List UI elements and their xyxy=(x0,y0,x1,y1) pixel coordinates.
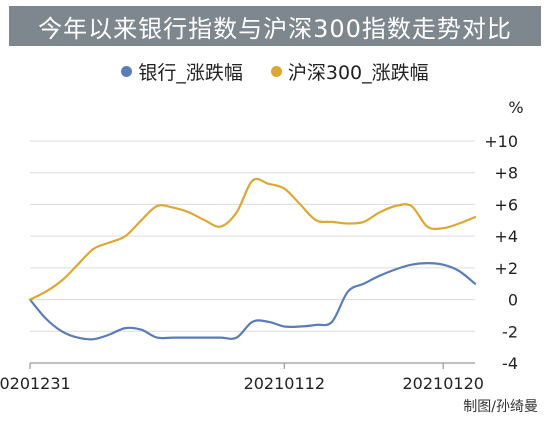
legend-item-bank: 银行_涨跌幅 xyxy=(121,58,243,85)
y-tick-label: +10 xyxy=(484,132,518,151)
x-tick-label: 20201231 xyxy=(0,374,71,393)
x-tick-label: 20210112 xyxy=(244,374,325,393)
y-unit-label: % xyxy=(508,98,523,117)
legend-label-bank: 银行_涨跌幅 xyxy=(138,62,243,84)
legend-label-csi300: 沪深300_涨跌幅 xyxy=(287,62,429,84)
y-tick-label: -2 xyxy=(502,322,518,341)
series-line-bank xyxy=(28,262,477,341)
title-bar: 今年以来银行指数与沪深300指数走势对比 xyxy=(9,6,541,46)
y-tick-label: +6 xyxy=(494,195,518,214)
legend: 银行_涨跌幅 沪深300_涨跌幅 xyxy=(0,58,550,85)
y-tick-label: +8 xyxy=(494,164,518,183)
legend-dot-csi300 xyxy=(270,66,282,77)
y-tick-label: -4 xyxy=(502,354,518,373)
credit-text: 制图/孙绮曼 xyxy=(463,399,538,415)
legend-item-csi300: 沪深300_涨跌幅 xyxy=(270,58,429,85)
y-tick-label: +4 xyxy=(494,227,518,246)
series-line-csi300 xyxy=(28,177,477,301)
legend-dot-bank xyxy=(121,66,133,77)
y-tick-label: 0 xyxy=(508,291,518,310)
chart-title: 今年以来银行指数与沪深300指数走势对比 xyxy=(38,14,512,43)
y-tick-label: +2 xyxy=(494,259,518,278)
x-tick-label: 20210120 xyxy=(402,374,483,393)
